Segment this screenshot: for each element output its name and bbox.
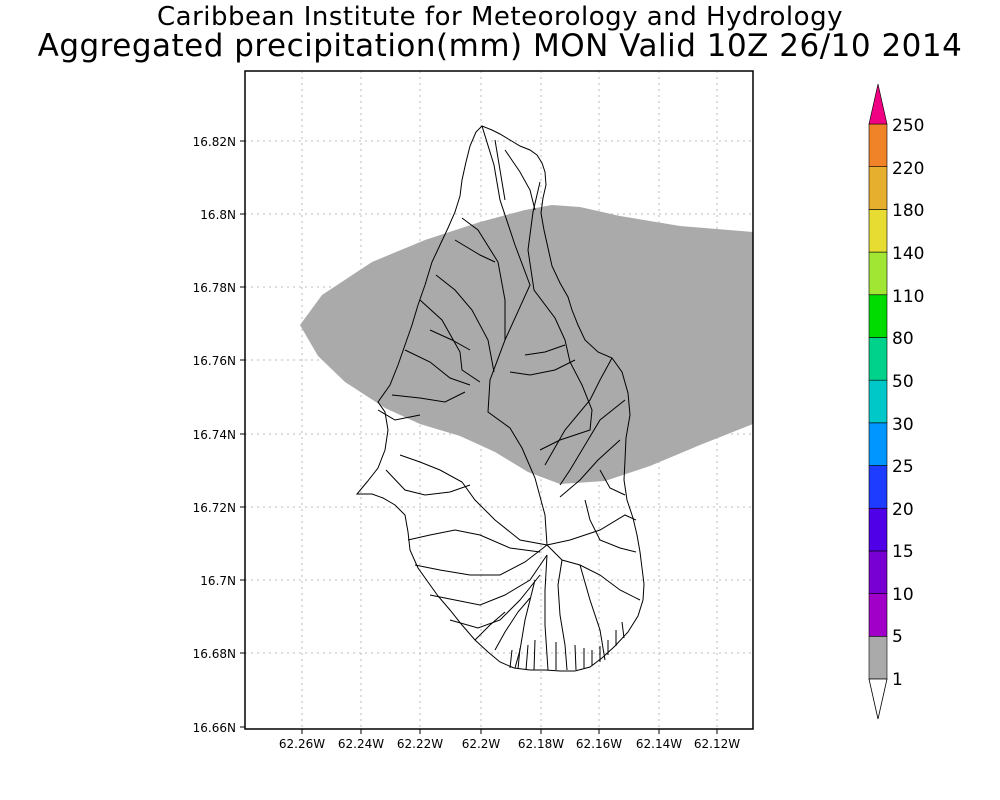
colorbar-label: 10 — [892, 585, 914, 605]
colorbar-segment — [868, 636, 888, 680]
y-tick-label: 16.8N — [200, 208, 236, 222]
colorbar-legend: 250 220 180 140 110 80 50 30 25 20 15 10… — [868, 83, 924, 720]
colorbar-segment — [868, 379, 888, 424]
colorbar-segment — [868, 422, 888, 466]
colorbar-segment — [868, 294, 888, 338]
colorbar-segment — [868, 593, 888, 637]
colorbar-under-arrow — [868, 678, 888, 720]
colorbar-label: 80 — [892, 329, 914, 349]
colorbar-label: 20 — [892, 500, 914, 520]
x-tick-label: 62.18W — [518, 737, 564, 751]
island-outline — [355, 125, 645, 672]
colorbar-label: 15 — [892, 542, 914, 562]
y-tick-label: 16.76N — [193, 354, 236, 368]
x-tick-label: 62.14W — [636, 737, 682, 751]
colorbar-label: 110 — [892, 287, 924, 307]
tick-marks — [240, 140, 718, 734]
colorbar-segment — [868, 123, 888, 167]
y-tick-label: 16.74N — [193, 428, 236, 442]
colorbar-segment — [868, 209, 888, 253]
colorbar-label: 5 — [892, 627, 903, 647]
catchment-lines — [377, 125, 641, 671]
x-axis-labels: 62.26W 62.24W 62.22W 62.2W 62.18W 62.16W… — [279, 737, 740, 751]
colorbar-segment — [868, 251, 888, 296]
y-tick-label: 16.82N — [193, 135, 236, 149]
chart-title: Caribbean Institute for Meteorology and … — [157, 2, 843, 32]
map-area: 16.82N 16.8N 16.78N 16.76N 16.74N 16.72N… — [193, 70, 754, 751]
y-tick-label: 16.72N — [193, 501, 236, 515]
y-tick-label: 16.7N — [200, 574, 236, 588]
colorbar-segment — [868, 550, 888, 594]
southern-streams — [509, 621, 625, 671]
colorbar-label: 1 — [892, 670, 903, 690]
colorbar-label: 30 — [892, 415, 914, 435]
y-axis-labels: 16.82N 16.8N 16.78N 16.76N 16.74N 16.72N… — [193, 135, 236, 735]
y-tick-label: 16.78N — [193, 281, 236, 295]
colorbar-label: 50 — [892, 372, 914, 392]
colorbar-label: 180 — [892, 201, 924, 221]
y-tick-label: 16.68N — [193, 647, 236, 661]
x-tick-label: 62.26W — [279, 737, 325, 751]
colorbar-segment — [868, 507, 888, 552]
colorbar-segment — [868, 465, 888, 509]
colorbar-segment — [868, 166, 888, 210]
colorbar-label: 25 — [892, 457, 914, 477]
map-frame — [244, 70, 754, 730]
colorbar-label: 220 — [892, 159, 924, 179]
x-tick-label: 62.2W — [462, 737, 501, 751]
y-tick-label: 16.66N — [193, 721, 236, 735]
colorbar-over-arrow — [868, 83, 888, 125]
x-tick-label: 62.12W — [694, 737, 740, 751]
colorbar-segment — [868, 337, 888, 381]
precipitation-area — [300, 205, 753, 484]
x-tick-label: 62.22W — [397, 737, 443, 751]
colorbar-label: 250 — [892, 116, 924, 136]
colorbar-labels: 250 220 180 140 110 80 50 30 25 20 15 10… — [892, 116, 924, 690]
chart-subtitle: Aggregated precipitation(mm) MON Valid 1… — [37, 28, 963, 64]
colorbar-segments — [868, 83, 888, 720]
x-tick-label: 62.16W — [576, 737, 622, 751]
colorbar-label: 140 — [892, 244, 924, 264]
x-tick-label: 62.24W — [338, 737, 384, 751]
